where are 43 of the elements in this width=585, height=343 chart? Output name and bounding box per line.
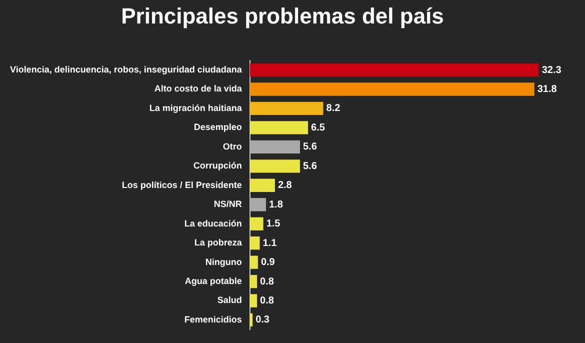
bar (250, 140, 300, 154)
data-label: 8.2 (326, 103, 341, 114)
bar (250, 178, 275, 192)
bar (250, 256, 258, 269)
y-tick-label: Ninguno (205, 256, 242, 267)
y-tick-label: Violencia, delincuencia, robos, inseguridad ciudadana (10, 64, 243, 74)
data-label: 31.8 (537, 84, 558, 95)
bar (250, 198, 266, 212)
y-tick-label: La migración haitiana (149, 102, 243, 113)
y-tick-label: Corrupción (193, 160, 242, 171)
y-tick-label: La educación (184, 218, 242, 228)
y-tick-label: Desempleo (194, 122, 242, 132)
data-label: 0.8 (260, 276, 274, 288)
y-tick-label: Los políticos / El Presidente (122, 180, 242, 190)
bar (250, 102, 324, 116)
data-label: 5.6 (302, 160, 318, 172)
bar (250, 121, 308, 134)
bar (250, 160, 300, 173)
bar (250, 313, 253, 327)
y-tick-label: Otro (222, 141, 242, 152)
bar (250, 236, 260, 250)
bar (250, 63, 539, 77)
data-label: 0.9 (260, 257, 276, 268)
chart-title: Principales problemas del país (121, 3, 444, 28)
y-tick-label: Salud (217, 295, 242, 306)
y-tick-label: NS/NR (214, 199, 242, 210)
bar (250, 294, 258, 308)
data-label: 0.3 (256, 314, 270, 326)
data-label: 32.3 (542, 64, 562, 76)
bar (250, 82, 534, 96)
data-label: 2.8 (278, 180, 292, 192)
data-label: 1.5 (266, 218, 281, 230)
bar (250, 217, 264, 230)
data-label: 5.6 (302, 142, 318, 153)
bar (250, 274, 258, 288)
y-tick-label: Alto costo de la vida (154, 84, 243, 94)
data-label: 6.5 (311, 122, 326, 134)
data-label: 0.8 (260, 296, 274, 307)
data-label: 1.1 (262, 238, 278, 249)
y-tick-label: La pobreza (194, 238, 243, 248)
data-label: 1.8 (269, 199, 284, 210)
y-tick-label: Agua potable (184, 276, 242, 286)
y-tick-label: Femenicidios (184, 314, 242, 324)
